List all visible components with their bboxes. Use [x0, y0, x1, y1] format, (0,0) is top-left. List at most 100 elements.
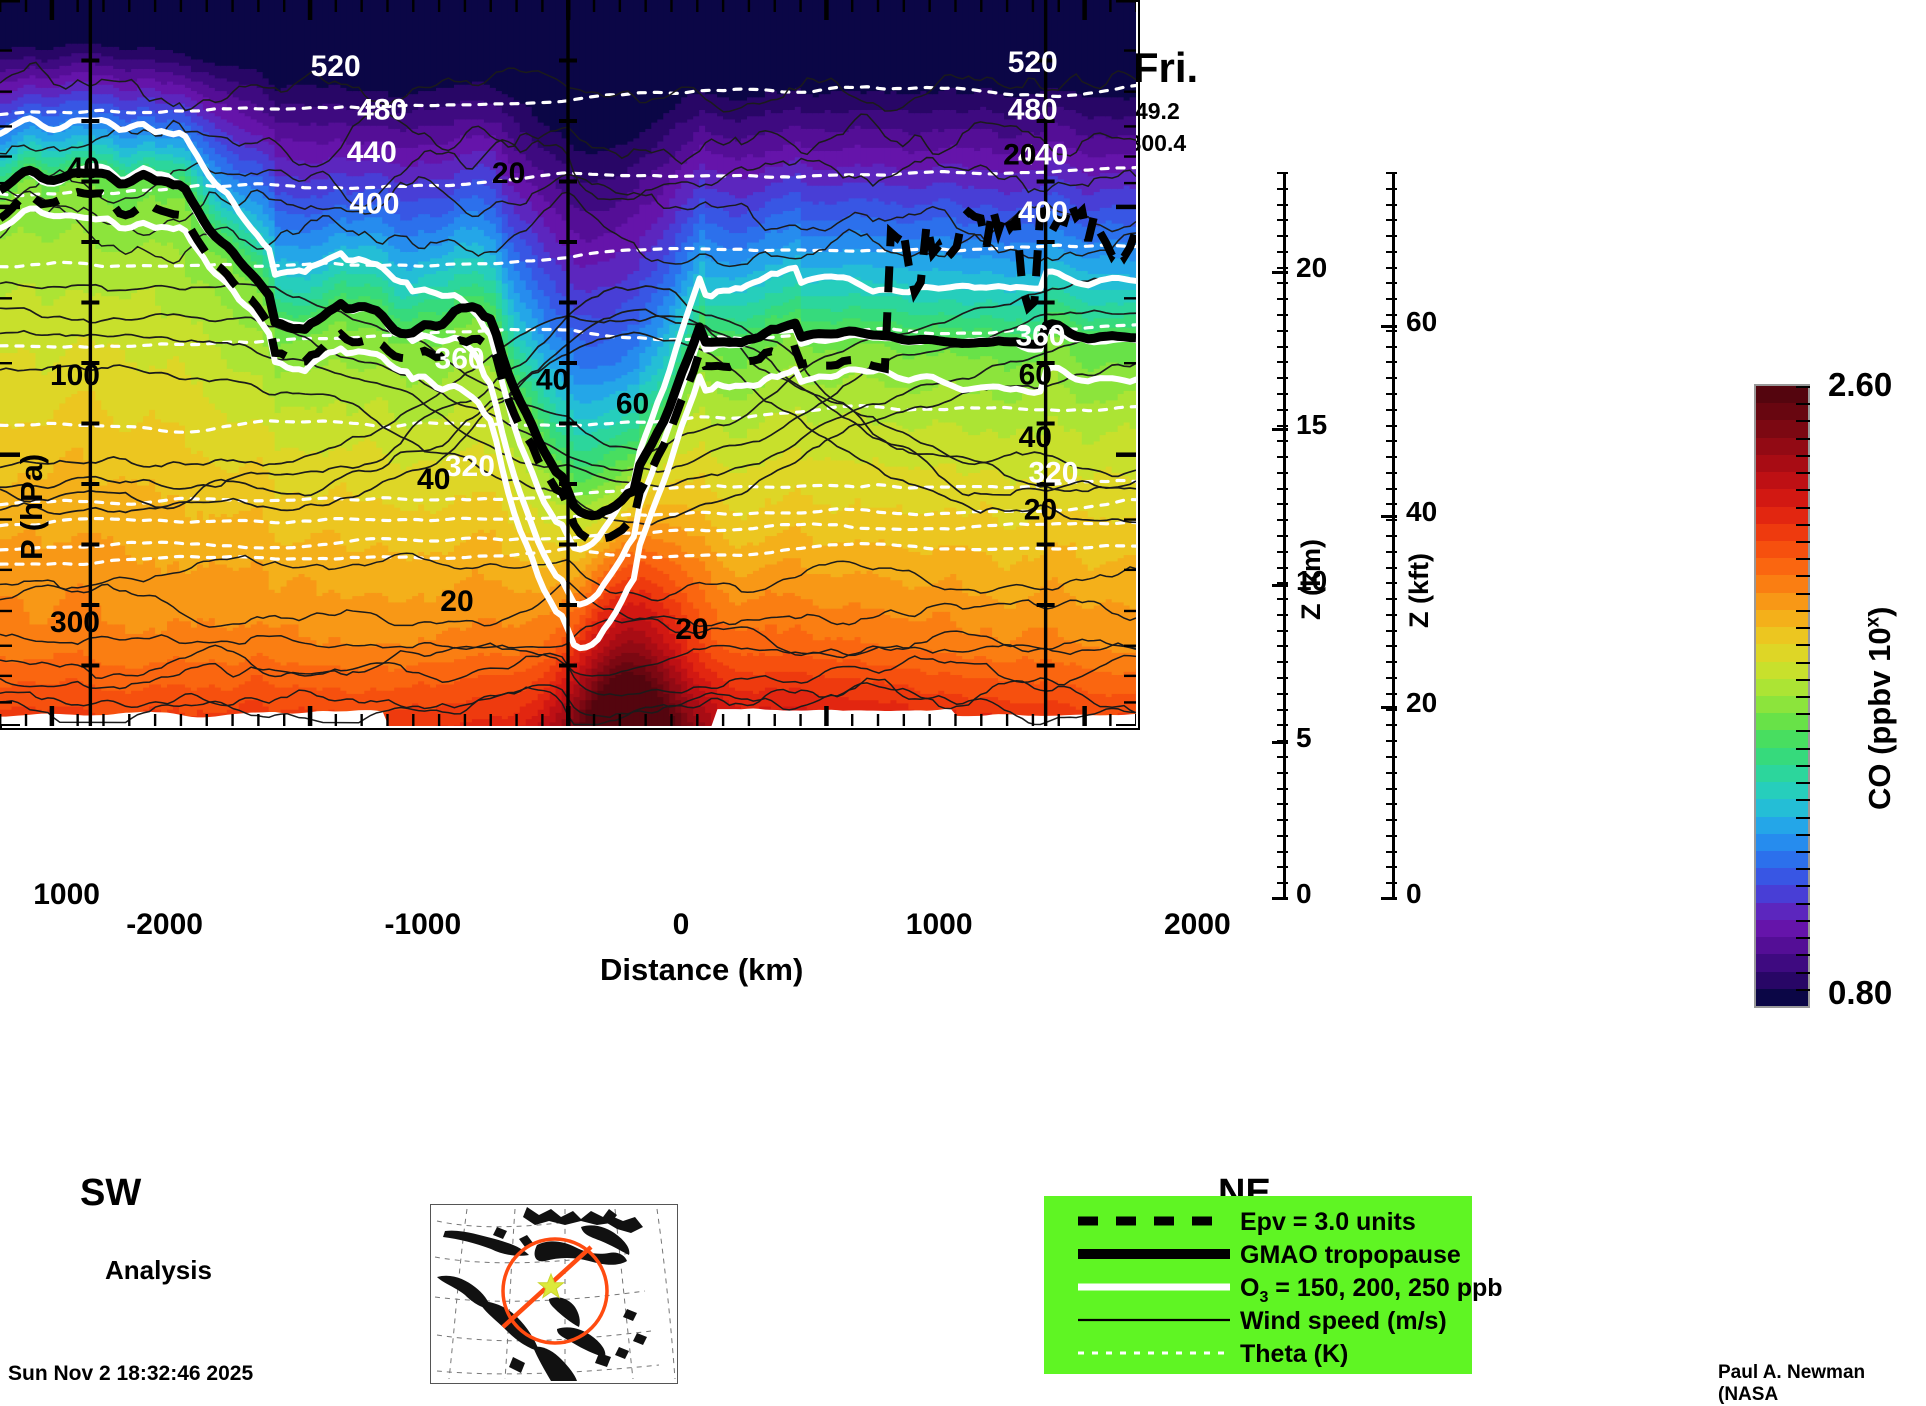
co-fill-cell: [765, 293, 772, 310]
co-fill-cell: [245, 69, 252, 86]
co-fill-cell: [305, 85, 312, 108]
co-fill-cell: [179, 501, 186, 571]
co-fill-cell: [843, 183, 850, 203]
co-fill-cell: [293, 277, 300, 294]
co-fill-cell: [203, 284, 210, 336]
co-fill-cell: [556, 628, 563, 648]
co-fill-cell: [717, 0, 724, 98]
co-fill-cell: [837, 662, 844, 679]
co-fill-cell: [759, 675, 766, 692]
co-fill-cell: [586, 293, 593, 316]
co-fill-cell: [813, 205, 820, 222]
co-fill-cell: [861, 183, 868, 200]
co-fill-cell: [496, 293, 503, 310]
co-fill-cell: [741, 214, 748, 234]
co-fill-cell: [29, 0, 36, 48]
co-fill-cell: [950, 110, 957, 130]
co-fill-cell: [956, 426, 963, 474]
co-fill-cell: [18, 284, 25, 348]
co-fill-cell: [699, 662, 706, 679]
co-fill-cell: [311, 666, 318, 689]
co-fill-cell: [902, 268, 909, 285]
co-fill-cell: [801, 183, 808, 203]
co-fill-cell: [460, 85, 467, 102]
co-fill-cell: [53, 410, 60, 465]
co-fill-cell: [125, 214, 132, 253]
co-fill-cell: [346, 236, 353, 250]
co-fill-cell: [316, 274, 323, 288]
co-fill-cell: [574, 400, 581, 420]
co-fill-cell: [454, 173, 461, 190]
co-fill-cell: [603, 495, 610, 505]
co-fill-cell: [382, 366, 389, 402]
co-fill-cell: [71, 145, 78, 152]
co-fill-cell: [675, 170, 682, 190]
co-fill-cell: [813, 574, 820, 607]
co-fill-cell: [424, 145, 431, 165]
co-fill-cell: [299, 407, 306, 452]
co-fill-cell: [675, 104, 682, 124]
co-fill-cell: [322, 88, 329, 105]
co-fill-cell: [932, 511, 939, 550]
co-fill-cell: [508, 624, 515, 657]
co-fill-cell: [986, 315, 993, 329]
co-fill-cell: [161, 50, 168, 64]
co-fill-cell: [801, 164, 808, 184]
co-fill-cell: [771, 167, 778, 184]
co-fill-cell: [920, 587, 927, 623]
co-fill-cell: [143, 69, 150, 79]
co-fill-cell: [322, 271, 329, 281]
co-fill-cell: [24, 47, 31, 57]
co-fill-cell: [251, 0, 258, 70]
co-fill-cell: [287, 662, 294, 688]
co-fill-cell: [340, 643, 347, 669]
co-fill-cell: [711, 688, 718, 705]
co-fill-cell: [777, 306, 784, 320]
co-fill-cell: [167, 684, 174, 710]
co-fill-cell: [311, 407, 318, 452]
co-fill-cell: [920, 429, 927, 471]
co-fill-cell: [795, 486, 802, 525]
co-fill-cell: [556, 293, 563, 316]
co-fill-cell: [316, 145, 323, 165]
co-fill-cell: [645, 593, 652, 610]
co-fill-cell: [418, 303, 425, 313]
co-fill-cell: [855, 306, 862, 320]
co-fill-cell: [364, 404, 371, 440]
co-fill-cell: [520, 593, 527, 626]
co-fill-cell: [65, 44, 72, 58]
co-fill-cell: [322, 293, 329, 307]
co-fill-cell: [119, 69, 126, 83]
co-fill-cell: [699, 707, 706, 724]
co-fill-cell: [251, 148, 258, 162]
co-fill-cell: [926, 0, 933, 95]
co-fill-cell: [293, 85, 300, 105]
co-fill-cell: [645, 176, 652, 205]
co-fill-cell: [418, 422, 425, 461]
co-fill-cell: [149, 47, 156, 61]
co-fill-cell: [890, 148, 897, 168]
co-fill-cell: [968, 435, 975, 474]
co-fill-cell: [765, 233, 772, 250]
co-fill-cell: [663, 681, 670, 695]
co-fill-cell: [681, 479, 688, 505]
co-fill-cell: [119, 91, 126, 101]
co-fill-cell: [920, 303, 927, 317]
co-fill-cell: [819, 640, 826, 660]
co-fill-cell: [609, 628, 616, 642]
co-fill-cell: [502, 268, 509, 285]
co-fill-cell: [771, 277, 778, 294]
co-fill-cell: [155, 72, 162, 82]
co-fill-cell: [149, 142, 156, 152]
co-fill-cell: [944, 217, 951, 237]
co-fill-cell: [143, 59, 150, 69]
co-fill-cell: [119, 110, 126, 120]
co-fill-cell: [119, 546, 126, 626]
co-fill-cell: [950, 88, 957, 111]
co-fill-cell: [316, 287, 323, 301]
co-fill-cell: [107, 148, 114, 155]
co-fill-cell: [520, 198, 527, 221]
co-fill-cell: [508, 299, 515, 316]
co-fill-cell: [131, 101, 138, 111]
co-fill-cell: [526, 290, 533, 310]
